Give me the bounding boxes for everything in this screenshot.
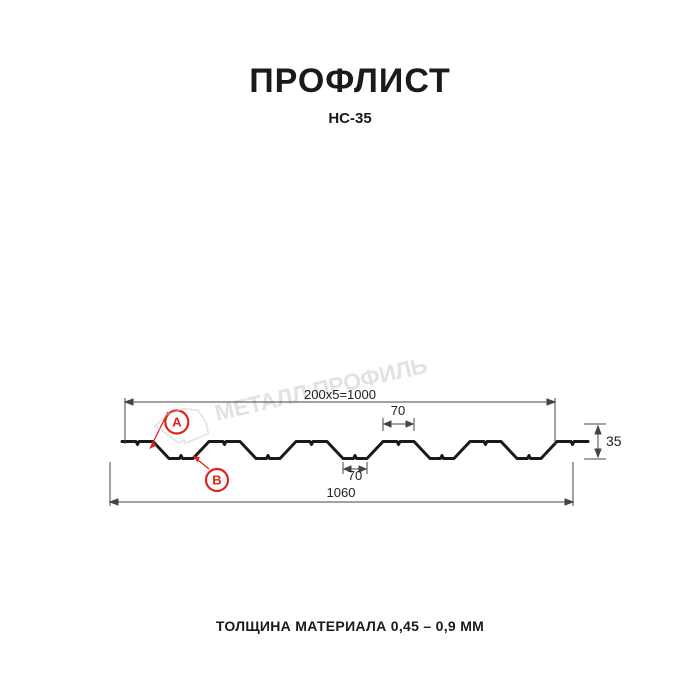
svg-text:70: 70 [348,468,362,483]
svg-text:B: B [212,473,221,488]
svg-text:A: A [172,415,182,430]
svg-text:200x5=1000: 200x5=1000 [304,387,376,402]
svg-text:1060: 1060 [327,485,356,500]
svg-text:35: 35 [606,433,622,449]
svg-text:70: 70 [391,403,405,418]
